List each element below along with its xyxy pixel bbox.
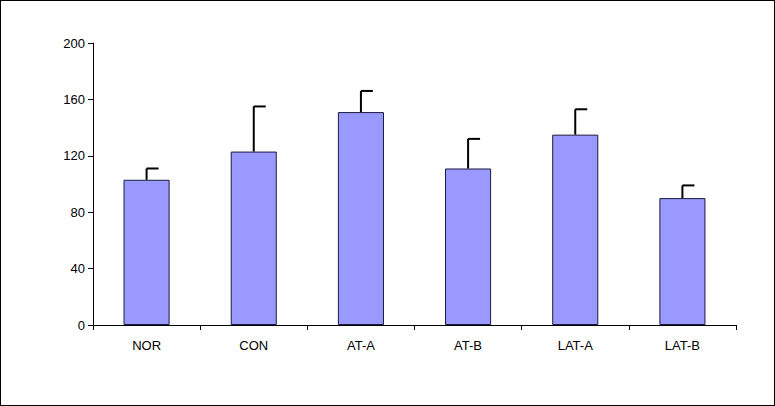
svg-text:160: 160 [63,92,85,107]
svg-text:80: 80 [71,205,85,220]
svg-text:120: 120 [63,148,85,163]
svg-text:LAT-B: LAT-B [665,338,700,353]
svg-text:NOR: NOR [132,338,161,353]
svg-text:AT-B: AT-B [454,338,482,353]
svg-text:0: 0 [78,318,85,333]
svg-text:LAT-A: LAT-A [558,338,593,353]
svg-text:CON: CON [239,338,268,353]
svg-text:200: 200 [63,36,85,51]
svg-text:40: 40 [71,261,85,276]
svg-text:AT-A: AT-A [347,338,375,353]
